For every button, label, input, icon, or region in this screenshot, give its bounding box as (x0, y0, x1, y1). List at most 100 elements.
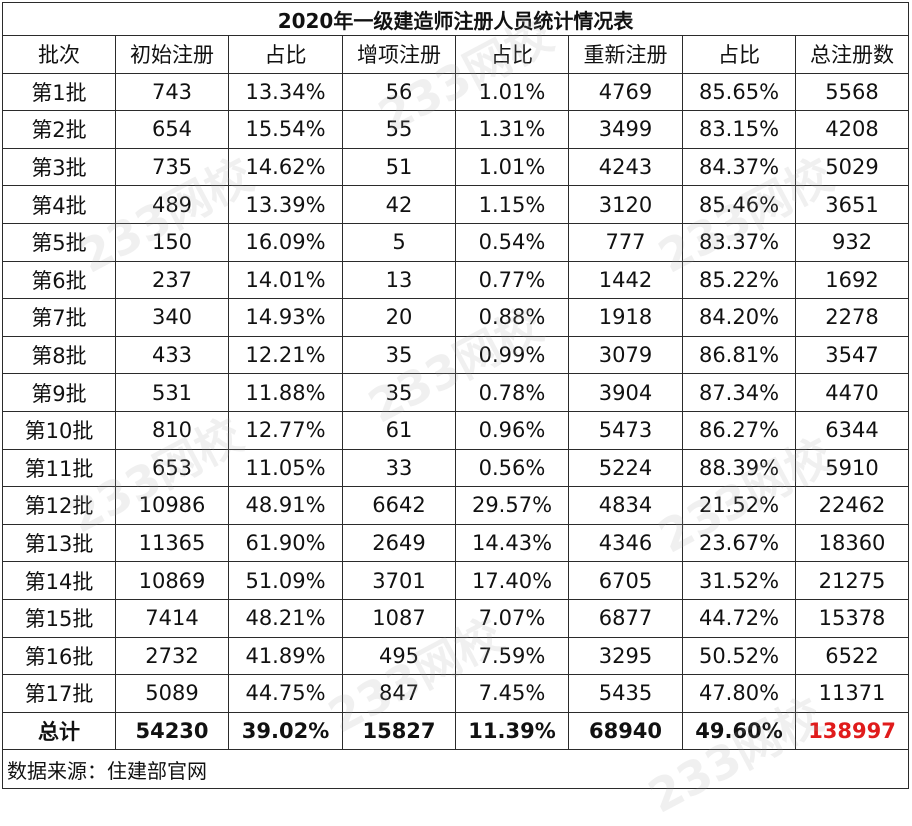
table-cell: 433 (115, 335, 229, 375)
table-cell: 86.27% (682, 410, 796, 450)
table-cell: 86.81% (682, 335, 796, 375)
total-cell: 49.60% (682, 711, 796, 751)
table-cell: 5568 (794, 72, 910, 112)
table-cell: 17.40% (455, 561, 569, 600)
table-cell: 15.54% (228, 110, 343, 149)
table-cell: 11.88% (228, 373, 343, 412)
table-cell: 5224 (568, 448, 683, 488)
title-row: 2020年一级建造师注册人员统计情况表 (1, 2, 910, 36)
table-cell: 5910 (794, 448, 910, 488)
header-total: 总注册数 (794, 35, 910, 74)
table-cell: 16.09% (228, 222, 343, 262)
table-cell: 0.78% (455, 373, 569, 412)
table-cell: 84.20% (682, 298, 796, 337)
grand-total: 138997 (794, 711, 910, 751)
table-cell: 29.57% (455, 486, 569, 525)
table-cell: 35 (342, 335, 456, 375)
table-cell: 85.22% (682, 260, 796, 300)
table-row: 第17批 5089 44.75% 847 7.45% 5435 47.80% 11371 (2, 674, 910, 713)
table-cell: 6522 (794, 636, 910, 676)
table-footer: 总计 54230 39.02% 15827 11.39% 68940 49.60… (1, 711, 910, 790)
table-cell: 0.54% (455, 222, 569, 262)
table-cell: 5435 (568, 674, 683, 713)
table-row: 第5批 150 16.09% 5 0.54% 777 83.37% 932 (2, 222, 910, 262)
table-row: 第7批 340 14.93% 20 0.88% 1918 84.20% 2278 (2, 298, 910, 337)
table-cell: 4243 (568, 147, 683, 187)
table-cell: 13.34% (228, 72, 343, 112)
total-cell: 54230 (115, 711, 229, 751)
total-label: 总计 (2, 711, 116, 751)
table-cell: 7.45% (455, 674, 569, 713)
table-cell: 7.07% (455, 598, 569, 638)
table-cell: 7.59% (455, 636, 569, 676)
table-cell: 1918 (568, 298, 683, 337)
table-cell: 777 (568, 222, 683, 262)
table-row: 第14批 10869 51.09% 3701 17.40% 6705 31.52% 21275 (2, 561, 910, 600)
table-cell: 33 (342, 448, 456, 488)
table-cell: 14.62% (228, 147, 343, 187)
table-cell: 1.01% (455, 147, 569, 187)
table-cell: 20 (342, 298, 456, 337)
table-cell: 44.72% (682, 598, 796, 638)
batch-label: 第2批 (2, 110, 116, 149)
batch-label: 第16批 (2, 636, 116, 676)
table-cell: 41.89% (228, 636, 343, 676)
table-cell: 10986 (115, 486, 229, 525)
table-cell: 18360 (794, 523, 910, 563)
total-cell: 15827 (342, 711, 456, 751)
table-cell: 150 (115, 222, 229, 262)
table-cell: 55 (342, 110, 456, 149)
table-cell: 735 (115, 147, 229, 187)
table-cell: 6705 (568, 561, 683, 600)
table-cell: 56 (342, 72, 456, 112)
table-cell: 3651 (794, 185, 910, 224)
table-cell: 489 (115, 185, 229, 224)
table-cell: 0.88% (455, 298, 569, 337)
table-row: 第15批 7414 48.21% 1087 7.07% 6877 44.72% 15378 (2, 598, 910, 638)
table-cell: 2732 (115, 636, 229, 676)
table-cell: 48.91% (228, 486, 343, 525)
table-row: 第4批 489 13.39% 42 1.15% 3120 85.46% 3651 (2, 185, 910, 224)
table-row: 第2批 654 15.54% 55 1.31% 3499 83.15% 4208 (2, 110, 910, 149)
table-cell: 6877 (568, 598, 683, 638)
table-cell: 14.01% (228, 260, 343, 300)
table-cell: 83.37% (682, 222, 796, 262)
table-title: 2020年一级建造师注册人员统计情况表 (1, 2, 910, 36)
header-row: 批次 初始注册 占比 增项注册 占比 重新注册 占比 总注册数 (2, 35, 910, 74)
table-cell: 61.90% (228, 523, 343, 563)
table-cell: 3079 (568, 335, 683, 375)
table-row: 第16批 2732 41.89% 495 7.59% 3295 50.52% 6522 (2, 636, 910, 676)
table-row: 第3批 735 14.62% 51 1.01% 4243 84.37% 5029 (2, 147, 910, 187)
table-cell: 12.77% (228, 410, 343, 450)
table-cell: 4470 (794, 373, 910, 412)
header-batch: 批次 (2, 35, 116, 74)
table-cell: 237 (115, 260, 229, 300)
table-cell: 7414 (115, 598, 229, 638)
table-row: 第6批 237 14.01% 13 0.77% 1442 85.22% 1692 (2, 260, 910, 300)
total-row: 总计 54230 39.02% 15827 11.39% 68940 49.60… (2, 711, 910, 751)
table-cell: 12.21% (228, 335, 343, 375)
table-cell: 0.77% (455, 260, 569, 300)
table-row: 第11批 653 11.05% 33 0.56% 5224 88.39% 5910 (2, 448, 910, 488)
table-cell: 1442 (568, 260, 683, 300)
header-re: 重新注册 (568, 35, 683, 74)
table-cell: 810 (115, 410, 229, 450)
table-cell: 0.96% (455, 410, 569, 450)
table-row: 第12批 10986 48.91% 6642 29.57% 4834 21.52% 22462 (2, 486, 910, 525)
table-cell: 44.75% (228, 674, 343, 713)
batch-label: 第12批 (2, 486, 116, 525)
batch-label: 第8批 (2, 335, 116, 375)
batch-label: 第11批 (2, 448, 116, 488)
total-cell: 39.02% (228, 711, 343, 751)
table-cell: 13.39% (228, 185, 343, 224)
table-cell: 35 (342, 373, 456, 412)
table-cell: 11.05% (228, 448, 343, 488)
batch-label: 第3批 (2, 147, 116, 187)
batch-label: 第15批 (2, 598, 116, 638)
table-cell: 31.52% (682, 561, 796, 600)
table-cell: 51.09% (228, 561, 343, 600)
table-cell: 14.43% (455, 523, 569, 563)
table-cell: 2649 (342, 523, 456, 563)
table-cell: 11371 (794, 674, 910, 713)
table-cell: 5473 (568, 410, 683, 450)
